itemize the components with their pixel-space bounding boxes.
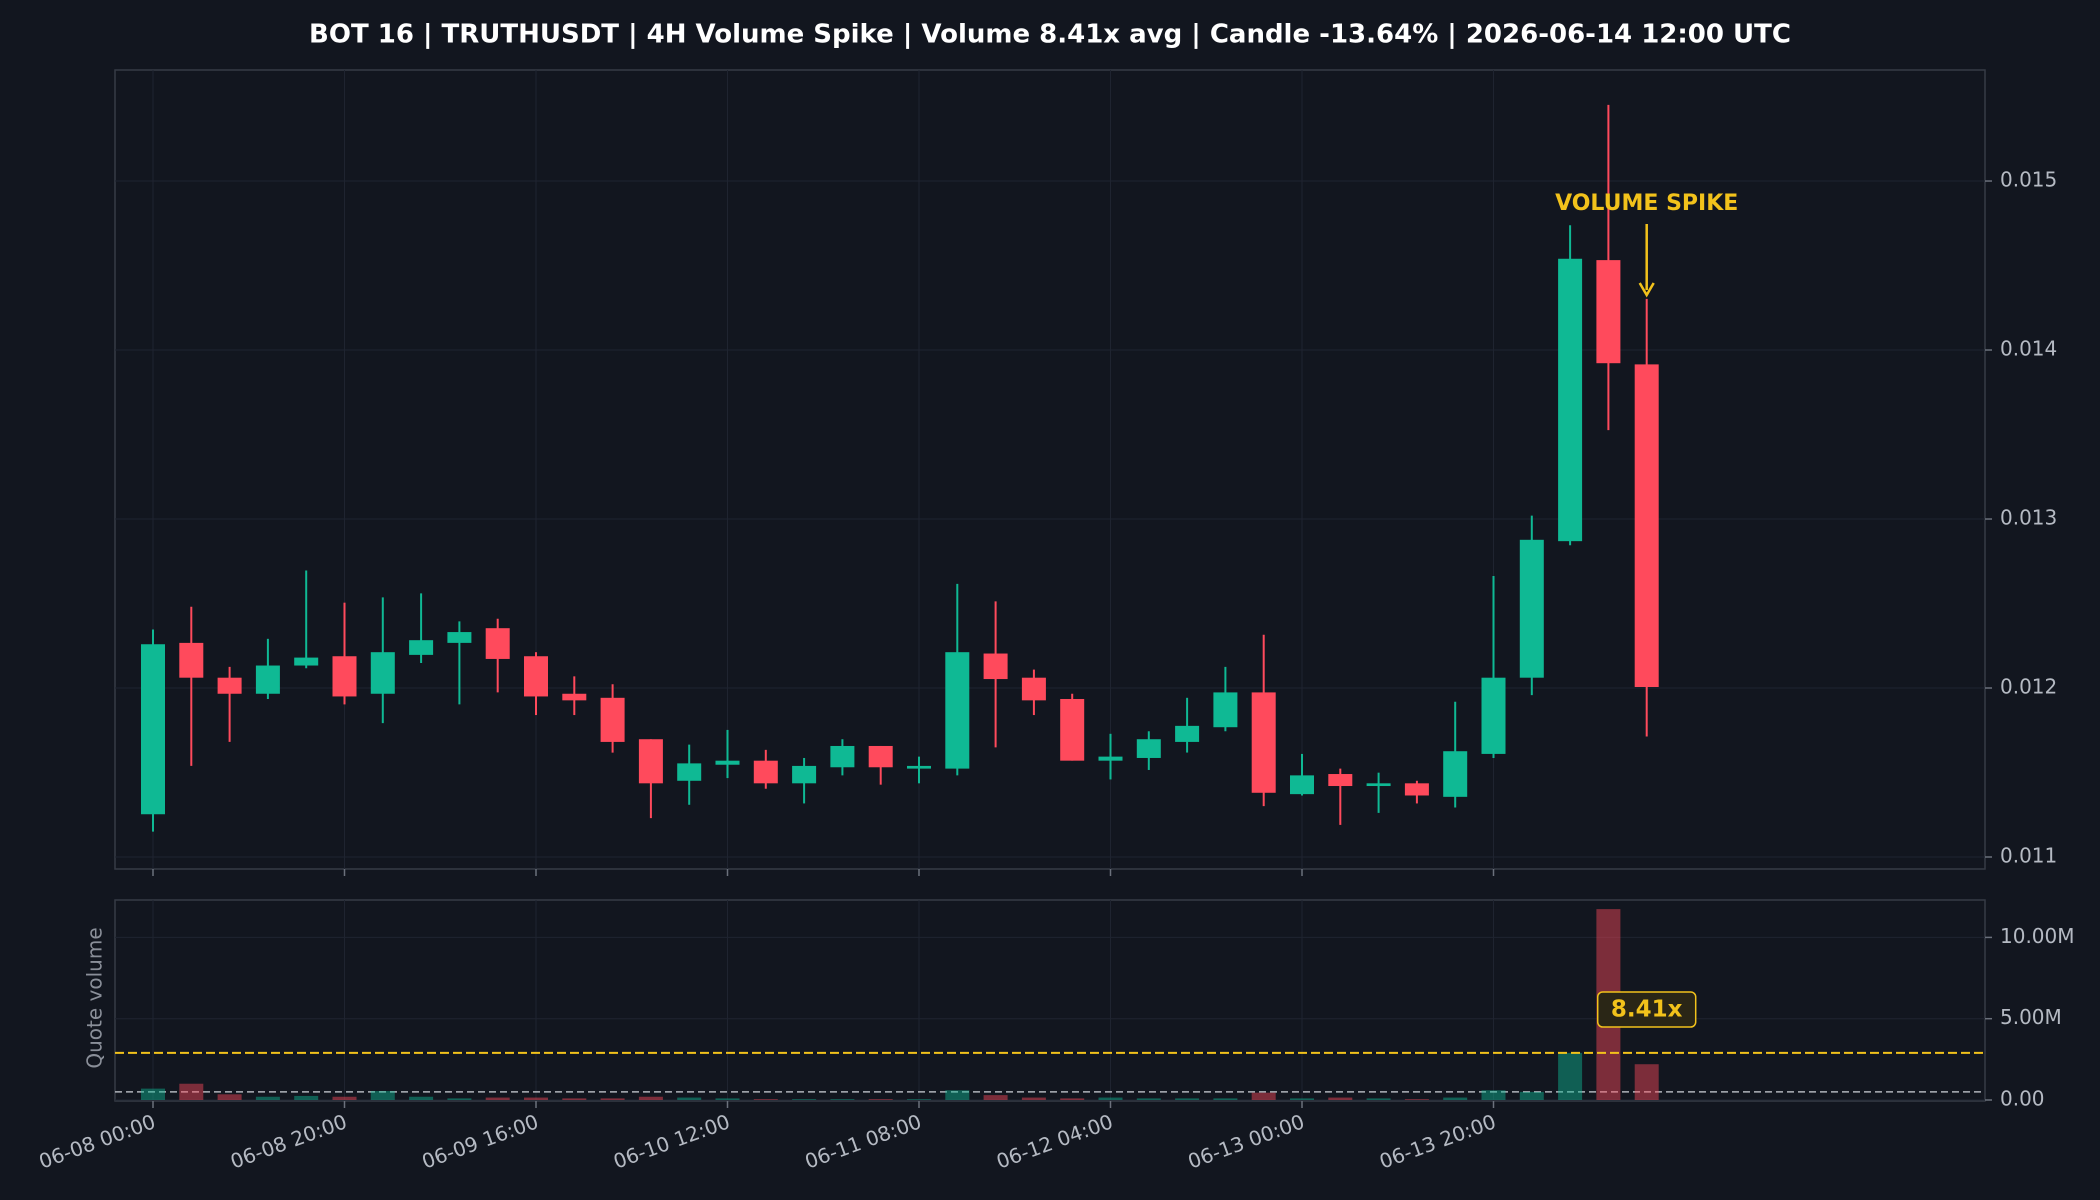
annotation-arrowhead: [1638, 282, 1655, 298]
candle-body: [370, 652, 395, 694]
candle-body: [1021, 677, 1046, 701]
candle-body: [792, 765, 817, 784]
candle-body: [830, 745, 855, 768]
volume-bar: [677, 1097, 702, 1100]
candle-body: [255, 665, 280, 694]
volume-bar: [1175, 1098, 1200, 1100]
volume-bar: [983, 1095, 1008, 1100]
candle-body: [1136, 739, 1161, 758]
volume-bar: [1251, 1092, 1276, 1100]
volume-bar: [638, 1096, 663, 1100]
volume-bar: [600, 1098, 625, 1100]
candle-body: [1213, 692, 1238, 728]
candle-body: [1558, 258, 1583, 542]
candle-body: [1175, 725, 1200, 742]
volume-bar: [217, 1094, 242, 1100]
volume-bar: [907, 1099, 931, 1100]
candle-body: [753, 760, 778, 784]
volume-bar: [1060, 1098, 1085, 1100]
volume-bar: [294, 1095, 319, 1100]
y-tick-label: 0.014: [2000, 337, 2057, 361]
volume-bar: [1519, 1091, 1544, 1100]
candle-body: [1251, 692, 1276, 793]
volume-bar: [1366, 1098, 1391, 1100]
volume-axis-label: Quote volume: [83, 927, 107, 1068]
candle-body: [1290, 775, 1314, 795]
candle-body: [1481, 677, 1506, 754]
volume-bar: [255, 1096, 280, 1100]
candle-body: [1596, 260, 1621, 364]
volume-bar: [753, 1099, 778, 1100]
y-tick-label: 0.015: [2000, 168, 2057, 192]
candle-body: [1328, 774, 1353, 787]
candle-body: [332, 656, 357, 697]
volume-bar: [1328, 1097, 1353, 1100]
candle-body: [1404, 783, 1429, 796]
volume-bar: [715, 1098, 740, 1100]
y-tick-label: 0.00: [2000, 1087, 2045, 1111]
volume-bar: [1021, 1097, 1046, 1100]
volume-frame: [114, 899, 1986, 1102]
volume-bar: [409, 1096, 434, 1100]
volume-bar: [447, 1098, 472, 1100]
y-tick-label: 0.013: [2000, 506, 2057, 530]
candle-body: [409, 640, 434, 655]
candle-body: [485, 628, 510, 659]
candle-body: [179, 642, 204, 678]
volume-bar: [370, 1091, 395, 1100]
candle-body: [600, 697, 625, 742]
candle-body: [1443, 751, 1468, 797]
candle-body: [524, 656, 548, 697]
chart-title: BOT 16 | TRUTHUSDT | 4H Volume Spike | V…: [309, 20, 1791, 50]
candle-body: [715, 760, 740, 765]
candle-body: [907, 765, 931, 769]
volume-bar: [1098, 1097, 1123, 1100]
volume-bar: [868, 1099, 893, 1100]
annotation: VOLUME SPIKE: [1555, 191, 1738, 216]
y-tick-label: 0.012: [2000, 675, 2057, 699]
price-frame: [114, 69, 1986, 870]
candle-body: [983, 653, 1008, 680]
volume-bar: [1404, 1099, 1429, 1100]
volume-bar: [485, 1097, 510, 1100]
candle-body: [868, 745, 893, 768]
candle-body: [677, 763, 702, 781]
candle-body: [1519, 539, 1544, 678]
candle-body: [1060, 698, 1085, 761]
volume-bar: [562, 1098, 587, 1100]
volume-bar: [792, 1099, 817, 1100]
candle-body: [638, 739, 663, 784]
volume-bar: [830, 1099, 855, 1100]
y-tick-label: 5.00M: [2000, 1005, 2062, 1029]
volume-bar: [1558, 1052, 1583, 1100]
y-tick-label: 10.00M: [2000, 924, 2075, 948]
candle-body: [945, 652, 970, 769]
candle-body: [1098, 756, 1123, 761]
annotation-box: [1596, 991, 1697, 1028]
volume-bar: [1213, 1098, 1238, 1100]
candle-body: [447, 632, 472, 643]
volume-bar: [1634, 1064, 1659, 1100]
annotation: 8.41x: [1611, 997, 1683, 1023]
candle-body: [294, 657, 319, 666]
candle-body: [562, 693, 587, 701]
y-tick-label: 0.011: [2000, 844, 2057, 868]
candle-body: [141, 644, 165, 815]
volume-bar: [1481, 1090, 1506, 1100]
volume-bar: [179, 1083, 204, 1100]
volume-bar: [141, 1088, 165, 1100]
volume-bar: [1443, 1097, 1468, 1100]
volume-bar: [1136, 1098, 1161, 1100]
volume-bar: [332, 1096, 357, 1100]
candle-body: [217, 677, 242, 694]
volume-bar: [524, 1097, 548, 1100]
volume-bar: [945, 1090, 970, 1100]
volume-bar: [1290, 1098, 1314, 1100]
candle-body: [1366, 783, 1391, 787]
candle-body: [1634, 364, 1659, 687]
